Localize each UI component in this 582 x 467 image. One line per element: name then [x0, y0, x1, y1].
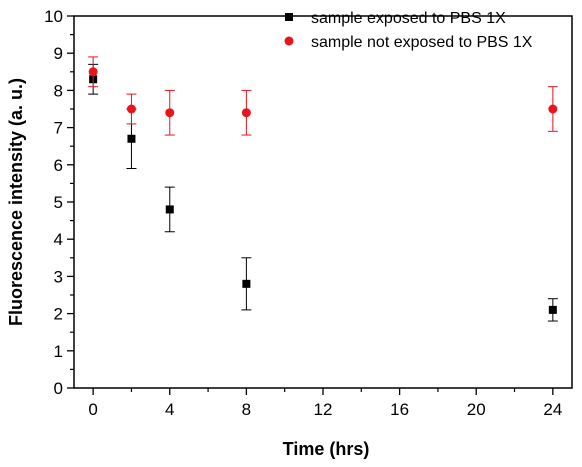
- y-tick-label: 4: [54, 230, 63, 249]
- y-tick-label: 7: [54, 119, 63, 138]
- legend: sample exposed to PBS 1X sample not expos…: [284, 10, 533, 51]
- data-point: [165, 205, 174, 214]
- legend-marker: [285, 13, 293, 21]
- y-tick-label: 8: [54, 81, 63, 100]
- y-axis-title: Fluorescence intensity (a. u.): [6, 78, 26, 326]
- y-tick-label: 0: [54, 379, 63, 398]
- data-marks: [88, 56, 558, 322]
- x-tick-label: 0: [88, 400, 97, 419]
- data-point: [88, 67, 98, 77]
- x-axis-title: Time (hrs): [283, 439, 370, 459]
- data-point: [548, 104, 558, 114]
- x-tick-label: 12: [314, 400, 333, 419]
- legend-label: sample not exposed to PBS 1X: [311, 34, 533, 51]
- x-tick-label: 8: [242, 400, 251, 419]
- data-point: [127, 134, 136, 143]
- y-tick-label: 9: [54, 44, 63, 63]
- y-tick-label: 2: [54, 305, 63, 324]
- data-point: [126, 104, 136, 114]
- x-tick-label: 24: [543, 400, 562, 419]
- y-tick-label: 10: [44, 7, 63, 26]
- plot-frame: [73, 15, 573, 389]
- y-tick-label: 1: [54, 342, 63, 361]
- legend-marker: [284, 36, 294, 46]
- data-point: [241, 108, 251, 118]
- series-1: [88, 63, 558, 322]
- y-tick-label: 6: [54, 156, 63, 175]
- data-point: [165, 108, 175, 118]
- legend-label: sample exposed to PBS 1X: [311, 10, 506, 27]
- data-point: [548, 305, 557, 314]
- x-tick-label: 20: [467, 400, 486, 419]
- x-tick-label: 16: [390, 400, 409, 419]
- x-tick-label: 4: [165, 400, 174, 419]
- y-tick-label: 3: [54, 267, 63, 286]
- series-2: [88, 56, 558, 136]
- data-point: [242, 279, 251, 288]
- y-tick-label: 5: [54, 193, 63, 212]
